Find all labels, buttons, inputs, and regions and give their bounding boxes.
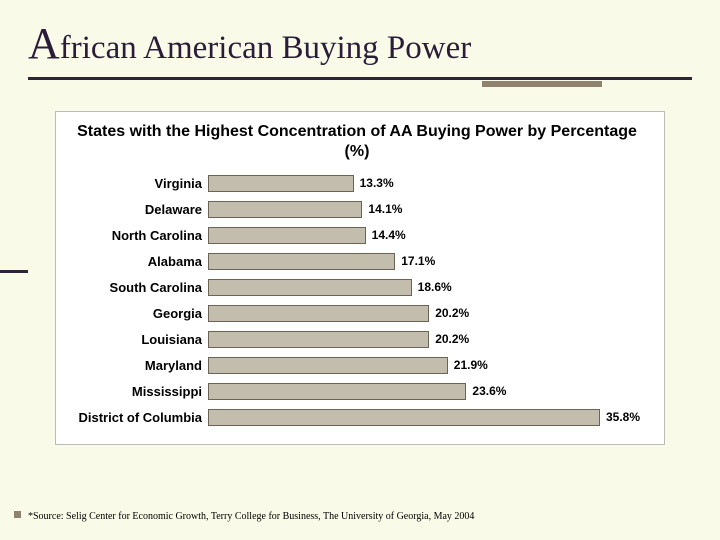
rule-main (28, 77, 692, 80)
bar-value: 20.2% (435, 332, 469, 346)
bar-value: 13.3% (360, 176, 394, 190)
bar (208, 409, 600, 426)
bar-row: Delaware 14.1% (68, 196, 646, 222)
bar-row: Alabama 17.1% (68, 248, 646, 274)
bar (208, 383, 466, 400)
bar-label: Alabama (68, 254, 208, 269)
bar-row: Georgia 20.2% (68, 300, 646, 326)
bar-row: Mississippi 23.6% (68, 378, 646, 404)
bar-track: 21.9% (208, 357, 646, 374)
bar-value: 17.1% (401, 254, 435, 268)
bar-track: 17.1% (208, 253, 646, 270)
bar-value: 14.1% (368, 202, 402, 216)
bar (208, 279, 412, 296)
rule-accent (482, 81, 602, 87)
bar-label: District of Columbia (68, 410, 208, 425)
bar (208, 175, 354, 192)
footnote-bullet-icon (14, 511, 21, 518)
bar-track: 23.6% (208, 383, 646, 400)
bar-track: 35.8% (208, 409, 646, 426)
chart-container: States with the Highest Concentration of… (55, 111, 665, 445)
bar-label: Maryland (68, 358, 208, 373)
bar-track: 14.1% (208, 201, 646, 218)
bar-label: South Carolina (68, 280, 208, 295)
bar-row: South Carolina 18.6% (68, 274, 646, 300)
bar-value: 20.2% (435, 306, 469, 320)
bar (208, 331, 429, 348)
bar-label: North Carolina (68, 228, 208, 243)
bar-row: Maryland 21.9% (68, 352, 646, 378)
title-rule (28, 75, 692, 89)
footnote: *Source: Selig Center for Economic Growt… (28, 511, 474, 522)
bar-label: Mississippi (68, 384, 208, 399)
bar-label: Louisiana (68, 332, 208, 347)
bar-label: Georgia (68, 306, 208, 321)
bar-value: 18.6% (418, 280, 452, 294)
chart-bars: Virginia 13.3% Delaware 14.1% North Carolina… (68, 170, 646, 430)
bar-track: 20.2% (208, 305, 646, 322)
slide: African American Buying Power States wit… (0, 0, 720, 540)
left-side-tick (0, 270, 28, 273)
chart-title: States with the Highest Concentration of… (68, 122, 646, 162)
bar-track: 18.6% (208, 279, 646, 296)
bar (208, 305, 429, 322)
slide-title: African American Buying Power (28, 18, 692, 69)
bar (208, 253, 395, 270)
bar-value: 35.8% (606, 410, 640, 424)
bar-value: 23.6% (472, 384, 506, 398)
bar (208, 227, 366, 244)
title-capital: A (28, 19, 60, 68)
bar-value: 21.9% (454, 358, 488, 372)
bar-value: 14.4% (372, 228, 406, 242)
bar-row: Louisiana 20.2% (68, 326, 646, 352)
bar-row: Virginia 13.3% (68, 170, 646, 196)
bar (208, 201, 362, 218)
bar-track: 20.2% (208, 331, 646, 348)
bar-track: 13.3% (208, 175, 646, 192)
bar-row: North Carolina 14.4% (68, 222, 646, 248)
bar-track: 14.4% (208, 227, 646, 244)
bar-row: District of Columbia 35.8% (68, 404, 646, 430)
bar (208, 357, 448, 374)
title-rest: frican American Buying Power (60, 30, 471, 66)
bar-label: Delaware (68, 202, 208, 217)
bar-label: Virginia (68, 176, 208, 191)
